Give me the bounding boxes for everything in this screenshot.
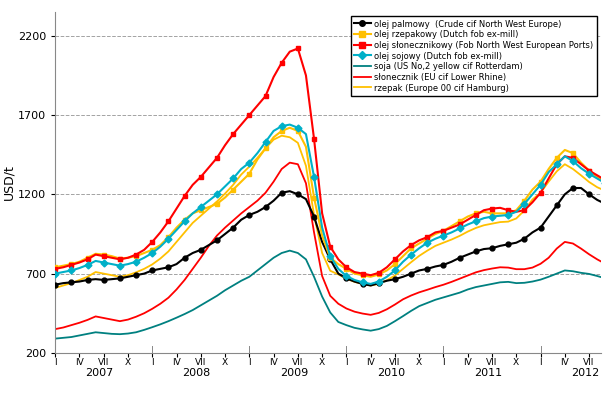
Legend: olej palmowy  (Crude cif North West Europe), olej rzepakowy (Dutch fob ex-mill),: olej palmowy (Crude cif North West Europ… xyxy=(351,16,596,96)
Text: 2009: 2009 xyxy=(280,368,308,378)
Text: 2007: 2007 xyxy=(86,368,114,378)
Text: 2012: 2012 xyxy=(571,368,599,378)
Text: 2010: 2010 xyxy=(377,368,405,378)
Y-axis label: USD/t: USD/t xyxy=(2,164,15,200)
Text: 2011: 2011 xyxy=(474,368,502,378)
Text: 2008: 2008 xyxy=(183,368,211,378)
